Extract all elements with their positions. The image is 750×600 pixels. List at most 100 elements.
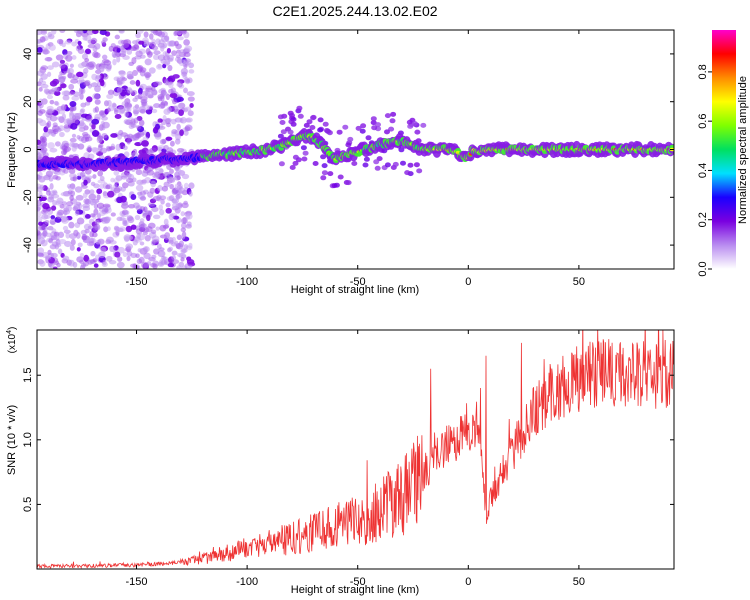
spectrogram-cell (113, 109, 119, 115)
spectrogram-cell (128, 117, 135, 123)
spectrogram-cell (163, 144, 169, 151)
spectrogram-cell (302, 150, 309, 156)
spectrogram-cell (360, 123, 367, 129)
spectrogram-cell (188, 191, 193, 197)
spectrogram-cell (310, 114, 317, 120)
spectrogram-cell (69, 111, 74, 116)
spectrogram-cell (99, 30, 108, 36)
spectrogram-cell (59, 59, 66, 64)
spectrogram-cell (159, 209, 165, 216)
snr-multiplier-label: (x104) (6, 327, 18, 354)
snr-multiplier-base: (x10 (7, 333, 18, 353)
snr-x-tick-label: 50 (573, 576, 585, 588)
spectrogram-cell (400, 160, 406, 166)
spectrogram-cell (95, 74, 102, 80)
spectrogram-cell (107, 89, 115, 96)
spectrogram-cell (119, 195, 127, 203)
spectrogram-cell (91, 123, 96, 130)
spectrogram-cell (126, 255, 131, 262)
spectrogram-cell (47, 142, 55, 150)
spectrogram-cell (185, 60, 192, 65)
spectrogram-cell (106, 107, 111, 113)
spectrogram-cell (96, 194, 101, 201)
spectrogram-cell (355, 125, 362, 131)
spectrogram-cell (68, 83, 75, 90)
snr-x-tick-label: -100 (236, 576, 258, 588)
spectrogram-cell (82, 192, 88, 199)
spectrogram-cell (126, 137, 131, 145)
spectrogram-cell (146, 169, 155, 176)
spectrogram-cell (88, 193, 97, 201)
spectrogram-cell (122, 251, 128, 257)
spectrogram-cell (89, 213, 96, 218)
spectrogram-cell (390, 111, 397, 117)
spectrogram-cell (68, 168, 76, 174)
spectrogram-cell (99, 183, 105, 189)
spectrogram-cell (50, 252, 58, 258)
spectrogram-cell (407, 123, 414, 129)
spectrogram-cell (54, 141, 61, 147)
spectrogram-cell (118, 129, 124, 136)
spectrogram-cell (169, 226, 174, 233)
spectrogram-cell (116, 86, 123, 94)
spectrogram-cell (81, 233, 87, 241)
spectrogram-cell (122, 220, 128, 227)
spectrogram-y-axis-label: Frequency (Hz) (6, 112, 18, 188)
spectrogram-x-tick-label: -150 (126, 276, 148, 288)
spectrogram-cell (98, 251, 106, 259)
spectrogram-cell (113, 170, 120, 176)
spectrogram-cell (139, 218, 145, 223)
spectrogram-cell (76, 256, 84, 263)
spectrogram-cell (180, 257, 185, 262)
spectrogram-cell (180, 227, 187, 233)
spectrogram-cell (151, 254, 157, 259)
spectrogram-cell (288, 119, 295, 125)
spectrogram-cell (116, 261, 125, 269)
spectrogram-cell (50, 215, 56, 220)
spectrogram-cell (145, 87, 154, 93)
spectrogram-cell (140, 100, 147, 105)
spectrogram-cell (167, 81, 174, 89)
spectrogram-cell (38, 87, 43, 92)
spectrogram-cell (321, 170, 328, 176)
spectrogram-cell (144, 58, 152, 66)
spectrogram-cell (183, 87, 188, 94)
spectrogram-cell (138, 87, 143, 95)
spectrogram-cell (169, 168, 174, 175)
spectrogram-cell (169, 140, 175, 147)
spectrogram-cell (168, 88, 174, 94)
spectrogram-x-tick-label: -50 (350, 276, 366, 288)
spectrogram-cell (44, 255, 52, 260)
spectrogram-cell (82, 260, 89, 267)
spectrogram-cell (106, 226, 111, 232)
spectrogram-cell (52, 266, 58, 269)
spectrogram-cell (105, 255, 113, 262)
spectrogram-cell (118, 226, 127, 232)
spectrogram-cell (388, 126, 395, 132)
spectrogram-cell (183, 118, 192, 123)
spectrogram-y-tick-label: -40 (22, 237, 34, 253)
spectrogram-cell (37, 237, 46, 245)
spectrogram-cell (317, 127, 324, 133)
spectrogram-cell (69, 233, 77, 240)
spectrogram-panel: -150 -100 -50 0 50 -40 -20 0 20 40 Height of str… (6, 29, 675, 296)
spectrogram-cell (159, 44, 166, 49)
spectrogram-cell (80, 108, 86, 113)
spectrogram-cell (124, 210, 130, 215)
spectrogram-cell (107, 190, 115, 198)
spectrogram-cell (333, 182, 340, 188)
spectrogram-cell (98, 143, 104, 148)
spectrogram-cell (37, 229, 41, 236)
spectrogram-cell (312, 161, 319, 166)
spectrogram-cell (84, 136, 90, 142)
spectrogram-cell (135, 228, 143, 235)
spectrogram-cell (326, 130, 333, 136)
spectrogram-cell (47, 31, 53, 38)
spectrogram-cell (42, 48, 49, 55)
spectrogram-cell (125, 177, 134, 183)
spectrogram-cell (42, 175, 49, 180)
spectrogram-cell (37, 205, 42, 211)
spectrogram-cell (287, 129, 294, 135)
spectrogram-cell (373, 159, 380, 165)
spectrogram-cell (179, 129, 184, 136)
